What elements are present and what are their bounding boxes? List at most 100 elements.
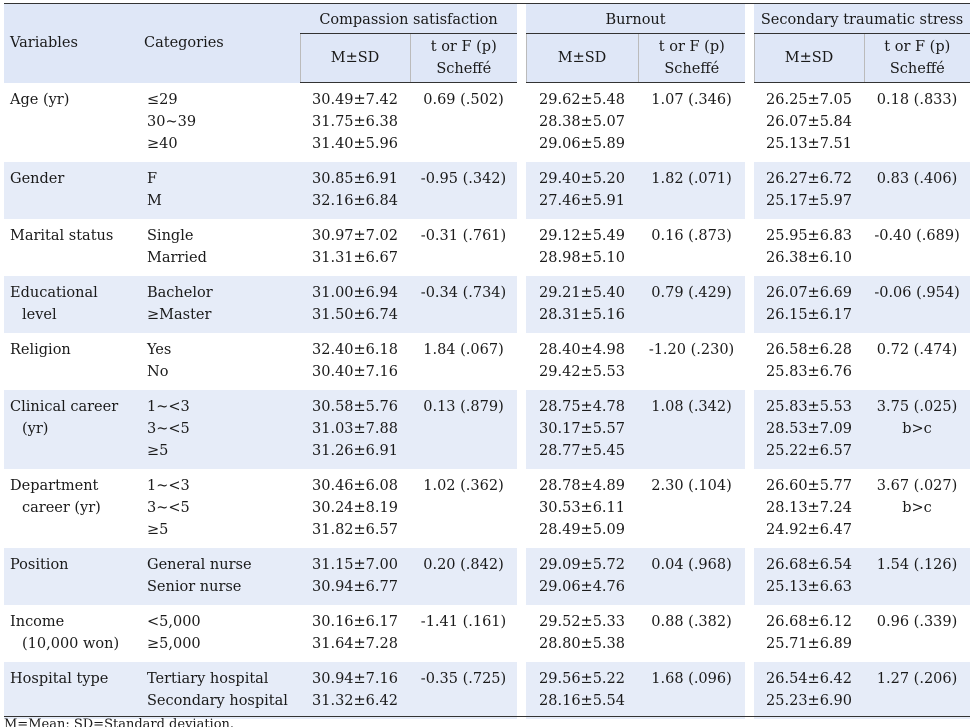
- cs-ms-cell-line: 32.40±6.18: [312, 342, 398, 358]
- bo-ms-cell-line: 29.06±5.89: [539, 136, 625, 152]
- cs-ms-cell: 30.16±6.17 31.64±7.28: [300, 605, 410, 662]
- category-cell-line: <5,000: [147, 614, 201, 630]
- bo-ms-cell-line: 29.42±5.53: [539, 364, 625, 380]
- bo-ms-cell: 29.56±5.22 28.16±5.54: [526, 662, 639, 719]
- header-group-burnout: Burnout: [526, 3, 746, 34]
- bo-tf-cell-line: 0.16 (.873): [651, 228, 732, 244]
- column-gap: [517, 162, 527, 219]
- column-gap: [517, 548, 527, 605]
- sts-ms-cell-line: 25.83±6.76: [766, 364, 852, 380]
- bo-ms-cell: 28.40±4.98 29.42±5.53: [526, 333, 638, 390]
- variable-cell-line: career (yr): [22, 500, 101, 516]
- bo-ms-cell: 29.21±5.40 28.31±5.16: [526, 276, 639, 333]
- category-cell-line: Senior nurse: [147, 579, 242, 595]
- sts-ms-cell-line: 24.92±6.47: [766, 522, 852, 538]
- cs-tf-cell: 0.13 (.879): [410, 390, 518, 469]
- sts-tf-cell: -0.40 (.689): [864, 219, 970, 276]
- cs-tf-cell: -0.34 (.734): [410, 276, 518, 333]
- sts-ms-cell-line: 26.25±7.05: [766, 92, 852, 108]
- cs-tf-cell: 1.02 (.362): [410, 469, 517, 548]
- category-cell-line: ≥Master: [147, 307, 212, 323]
- bo-tf-cell-line: 0.88 (.382): [651, 614, 732, 630]
- sts-tf-cell-line: 3.67 (.027): [876, 478, 958, 494]
- header-group-cs: Compassion satisfaction: [300, 3, 518, 34]
- sts-ms-cell-line: 26.15±6.17: [766, 307, 852, 323]
- bo-tf-cell-line: 2.30 (.104): [651, 478, 732, 494]
- category-cell-line: 3~<5: [147, 421, 190, 437]
- cs-ms-cell-line: 30.94±6.77: [312, 579, 398, 595]
- column-gap: [517, 605, 527, 662]
- cs-tf-cell-line: -0.35 (.725): [420, 671, 507, 687]
- sts-ms-cell-line: 25.13±6.63: [766, 579, 852, 595]
- bo-ms-cell-line: 30.17±5.57: [539, 421, 625, 437]
- category-cell-line: ≤29: [147, 91, 178, 108]
- sts-ms-cell-line: 25.23±6.90: [766, 693, 852, 709]
- header-tf-line1: t or F (p): [658, 39, 725, 55]
- variable-cell: Religion: [4, 333, 138, 390]
- category-cell-line: F: [147, 171, 158, 187]
- cs-tf-cell-line: 0.20 (.842): [423, 557, 504, 573]
- variable-cell-line: Hospital type: [10, 671, 109, 687]
- header-ms: M±SD: [525, 33, 639, 83]
- sts-ms-cell: 26.68±6.54 25.13±6.63: [754, 548, 865, 605]
- column-gap: [745, 82, 755, 162]
- cs-ms-cell-line: 31.50±6.74: [312, 307, 398, 323]
- column-gap: [745, 162, 755, 219]
- bo-tf-cell-line: 1.08 (.342): [651, 399, 732, 415]
- bo-ms-cell-line: 29.21±5.40: [539, 285, 625, 301]
- column-gap: [517, 469, 527, 548]
- cs-tf-cell-line: -0.34 (.734): [420, 285, 507, 301]
- column-gap: [517, 82, 527, 162]
- sts-tf-cell-line: -0.06 (.954): [874, 285, 960, 301]
- bo-tf-cell: 0.79 (.429): [638, 276, 746, 333]
- cs-ms-cell-line: 30.24±8.19: [312, 500, 398, 516]
- sts-tf-cell-line: -0.40 (.689): [874, 228, 960, 244]
- variable-cell: Gender: [4, 162, 138, 219]
- sts-ms-cell: 26.58±6.28 25.83±6.76: [754, 333, 864, 390]
- cs-ms-cell-line: 31.82±6.57: [312, 522, 398, 538]
- sts-tf-cell-line: 1.54 (.126): [876, 557, 958, 573]
- category-cell-line: 1~<3: [147, 399, 190, 415]
- cs-tf-cell-line: -0.95 (.342): [420, 171, 507, 187]
- bo-ms-cell-line: 29.52±5.33: [539, 614, 625, 630]
- variable-cell-line: level: [22, 307, 57, 323]
- table-row: Marital status Single Married 30.97±7.02 31.…: [4, 219, 970, 276]
- sts-tf-cell-line: b>c: [902, 500, 932, 516]
- variable-cell: Educational level: [4, 276, 138, 333]
- cs-ms-cell-line: 31.31±6.67: [312, 250, 398, 266]
- sts-ms-cell-line: 25.22±6.57: [766, 443, 852, 459]
- table-row: Position General nurse Senior nurse 31.15±7…: [4, 548, 971, 605]
- category-cell-line: ≥5,000: [147, 636, 201, 652]
- cs-tf-cell: 1.84 (.067): [410, 333, 517, 390]
- column-gap: [745, 469, 755, 548]
- bo-ms-cell-line: 28.77±5.45: [539, 443, 625, 459]
- header-tf-line2: Scheffé: [889, 61, 945, 77]
- bo-ms-cell-line: 29.40±5.20: [539, 171, 625, 187]
- column-gap: [517, 276, 527, 333]
- bo-tf-cell-line: 0.79 (.429): [651, 285, 732, 301]
- bo-ms-cell-line: 29.06±4.76: [539, 579, 625, 595]
- category-cell-line: Yes: [147, 342, 172, 358]
- cs-ms-cell-line: 31.15±7.00: [312, 557, 398, 573]
- bo-ms-cell: 29.52±5.33 28.80±5.38: [526, 605, 638, 662]
- bo-ms-cell-line: 29.12±5.49: [539, 228, 625, 244]
- cs-ms-cell-line: 30.46±6.08: [312, 478, 398, 494]
- column-gap: [517, 219, 527, 276]
- cs-tf-cell: -1.41 (.161): [410, 605, 517, 662]
- bo-ms-cell-line: 29.09±5.72: [539, 557, 625, 573]
- sts-ms-cell-line: 28.53±7.09: [766, 421, 852, 437]
- category-cell-line: M: [147, 193, 162, 209]
- category-cell: 1~<3 3~<5 ≥5: [138, 469, 300, 548]
- bo-ms-cell-line: 28.16±5.54: [539, 693, 625, 709]
- bo-tf-cell: 1.68 (.096): [638, 662, 746, 719]
- sts-tf-cell: 1.27 (.206): [864, 662, 971, 719]
- sts-tf-cell-line: 0.72 (.474): [876, 342, 958, 358]
- category-cell-line: Single: [147, 228, 194, 244]
- cs-ms-cell-line: 30.94±7.16: [312, 671, 398, 687]
- header-tf-line1: t or F (p): [884, 39, 951, 55]
- table-body: Age (yr) ≤29 30~39 ≥40 30.49±7.42 31.75±6.38 3…: [4, 82, 971, 719]
- sts-ms-cell-line: 26.07±6.69: [766, 285, 852, 301]
- sts-tf-cell-line: 0.83 (.406): [876, 171, 958, 187]
- bo-tf-cell: 1.82 (.071): [638, 162, 746, 219]
- sts-ms-cell: 26.25±7.05 26.07±5.84 25.13±7.51: [754, 83, 864, 163]
